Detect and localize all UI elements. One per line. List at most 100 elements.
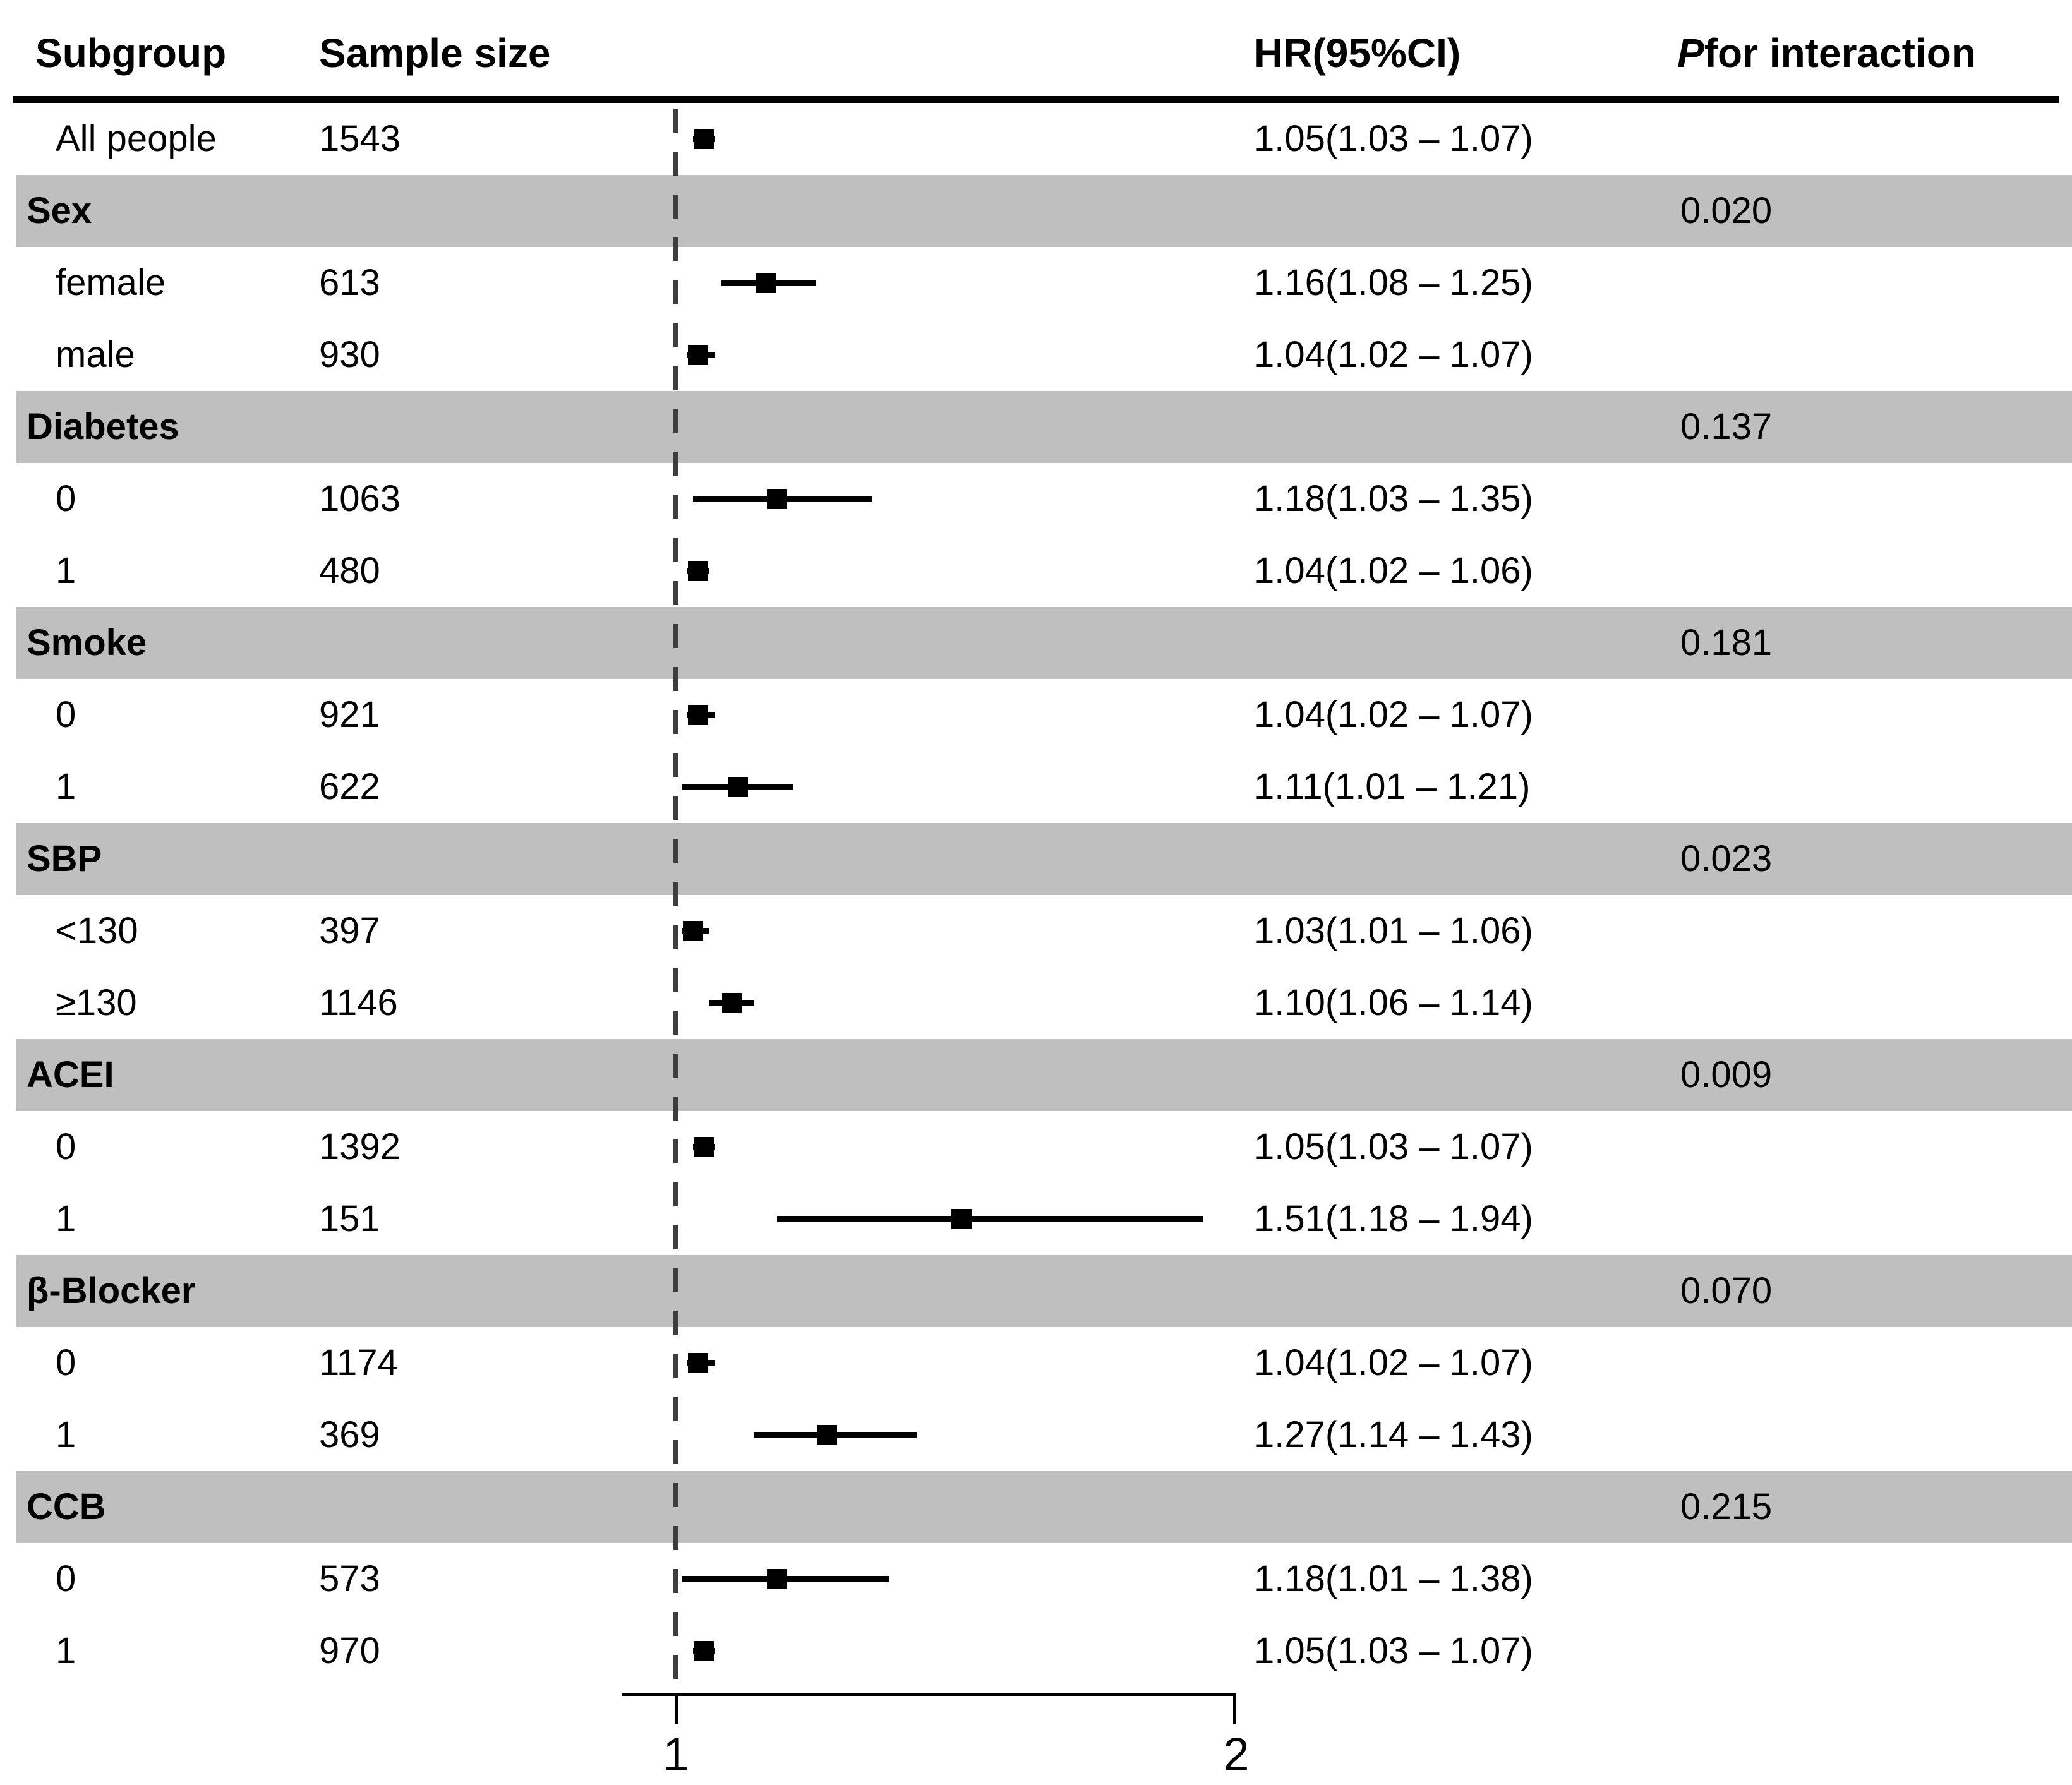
table-row: 0 1174 1.04(1.02 – 1.07)	[0, 1327, 2072, 1399]
row-label: Diabetes	[27, 406, 179, 447]
sample-size-value: 480	[319, 550, 380, 591]
hr-ci-value: 1.04(1.02 – 1.07)	[1254, 334, 1533, 375]
table-row: 0 921 1.04(1.02 – 1.07)	[0, 679, 2072, 751]
sample-size-value: 1543	[319, 118, 401, 159]
point-estimate-marker	[688, 345, 709, 365]
p-interaction-value: 0.070	[1680, 1270, 1773, 1311]
hr-ci-value: 1.16(1.08 – 1.25)	[1254, 262, 1533, 303]
point-estimate-marker	[817, 1425, 838, 1445]
sample-size-value: 921	[319, 694, 380, 735]
hr-ci-value: 1.05(1.03 – 1.07)	[1254, 1126, 1533, 1167]
table-row: 0 1392 1.05(1.03 – 1.07)	[0, 1111, 2072, 1183]
row-label: 1	[56, 1198, 76, 1239]
row-label: ≥130	[56, 982, 137, 1023]
row-label: 1	[56, 766, 76, 807]
row-label: ACEI	[27, 1054, 114, 1095]
subgroup-band-row: Smoke 0.181	[16, 607, 2072, 679]
table-row: 1 369 1.27(1.14 – 1.43)	[0, 1399, 2072, 1471]
subgroup-band-row: CCB 0.215	[16, 1471, 2072, 1543]
point-estimate-marker	[766, 1569, 787, 1589]
row-label: Smoke	[27, 622, 147, 663]
x-axis-label-1: 1	[663, 1728, 689, 1781]
point-estimate-marker	[688, 561, 709, 581]
column-header-row: Subgroup Sample size HR(95%CI) P for int…	[0, 14, 2072, 92]
row-label: female	[56, 262, 166, 303]
row-label: <130	[56, 910, 138, 951]
hr-ci-value: 1.04(1.02 – 1.06)	[1254, 550, 1533, 591]
row-label: 0	[56, 1342, 76, 1383]
sample-size-value: 1146	[319, 982, 398, 1023]
hr-ci-value: 1.03(1.01 – 1.06)	[1254, 910, 1533, 951]
hr-ci-value: 1.04(1.02 – 1.07)	[1254, 694, 1533, 735]
p-interaction-text: for interaction	[1704, 30, 1976, 76]
sample-size-value: 151	[319, 1198, 380, 1239]
subgroup-band-row: β-Blocker 0.070	[16, 1255, 2072, 1327]
p-interaction-value: 0.181	[1680, 622, 1773, 663]
column-header-p-interaction: P for interaction	[1677, 14, 1976, 92]
sample-size-value: 930	[319, 334, 380, 375]
p-interaction-value: 0.137	[1680, 406, 1773, 447]
x-axis	[622, 1693, 1236, 1696]
sample-size-value: 369	[319, 1414, 380, 1455]
table-row: <130 397 1.03(1.01 – 1.06)	[0, 895, 2072, 967]
point-estimate-marker	[694, 129, 714, 149]
row-label: SBP	[27, 838, 102, 879]
subgroup-band-row: ACEI 0.009	[16, 1039, 2072, 1111]
row-label: All people	[56, 118, 217, 159]
x-axis-tick-1	[675, 1693, 678, 1724]
p-interaction-value: 0.020	[1680, 190, 1773, 231]
row-label: 0	[56, 478, 76, 519]
row-label: 1	[56, 1414, 76, 1455]
hr-ci-value: 1.51(1.18 – 1.94)	[1254, 1198, 1533, 1239]
row-label: 0	[56, 1126, 76, 1167]
table-row: 1 622 1.11(1.01 – 1.21)	[0, 751, 2072, 823]
row-label: 1	[56, 1630, 76, 1671]
table-row: female 613 1.16(1.08 – 1.25)	[0, 247, 2072, 319]
point-estimate-marker	[727, 777, 748, 797]
hr-ci-value: 1.05(1.03 – 1.07)	[1254, 118, 1533, 159]
point-estimate-marker	[694, 1137, 714, 1157]
point-estimate-marker	[755, 273, 776, 293]
table-row: 0 573 1.18(1.01 – 1.38)	[0, 1543, 2072, 1615]
table-row: 0 1063 1.18(1.03 – 1.35)	[0, 463, 2072, 535]
column-header-hr-ci: HR(95%CI)	[1254, 30, 1461, 76]
table-row: All people 1543 1.05(1.03 – 1.07)	[0, 103, 2072, 175]
row-label: β-Blocker	[27, 1270, 196, 1311]
hr-ci-value: 1.18(1.01 – 1.38)	[1254, 1558, 1533, 1599]
hr-ci-value: 1.05(1.03 – 1.07)	[1254, 1630, 1533, 1671]
table-row: ≥130 1146 1.10(1.06 – 1.14)	[0, 967, 2072, 1039]
sample-size-value: 573	[319, 1558, 380, 1599]
x-axis-label-2: 2	[1223, 1728, 1250, 1781]
sample-size-value: 1174	[319, 1342, 398, 1383]
sample-size-value: 622	[319, 766, 380, 807]
ci-line	[776, 1216, 1203, 1222]
column-header-subgroup: Subgroup	[35, 30, 227, 76]
point-estimate-marker	[951, 1209, 972, 1229]
point-estimate-marker	[688, 705, 709, 725]
point-estimate-marker	[694, 1641, 714, 1661]
p-interaction-value: 0.023	[1680, 838, 1773, 879]
table-row: 1 151 1.51(1.18 – 1.94)	[0, 1183, 2072, 1255]
hr-ci-value: 1.27(1.14 – 1.43)	[1254, 1414, 1533, 1455]
hr-ci-value: 1.04(1.02 – 1.07)	[1254, 1342, 1533, 1383]
point-estimate-marker	[688, 1353, 709, 1373]
hr-ci-value: 1.11(1.01 – 1.21)	[1254, 766, 1531, 807]
header-rule	[13, 96, 2059, 103]
row-label: 1	[56, 550, 76, 591]
sample-size-value: 1063	[319, 478, 401, 519]
x-axis-tick-2	[1233, 1693, 1236, 1724]
sample-size-value: 1392	[319, 1126, 401, 1167]
table-row: 1 970 1.05(1.03 – 1.07)	[0, 1615, 2072, 1687]
point-estimate-marker	[766, 489, 787, 509]
hr-ci-value: 1.18(1.03 – 1.35)	[1254, 478, 1533, 519]
subgroup-band-row: Diabetes 0.137	[16, 391, 2072, 463]
p-symbol: P	[1677, 30, 1704, 76]
column-header-sample-size: Sample size	[319, 30, 551, 76]
row-label: male	[56, 334, 135, 375]
point-estimate-marker	[682, 921, 703, 941]
row-label: Sex	[27, 190, 92, 231]
sample-size-value: 970	[319, 1630, 380, 1671]
p-interaction-value: 0.215	[1680, 1486, 1773, 1527]
row-label: CCB	[27, 1486, 106, 1527]
